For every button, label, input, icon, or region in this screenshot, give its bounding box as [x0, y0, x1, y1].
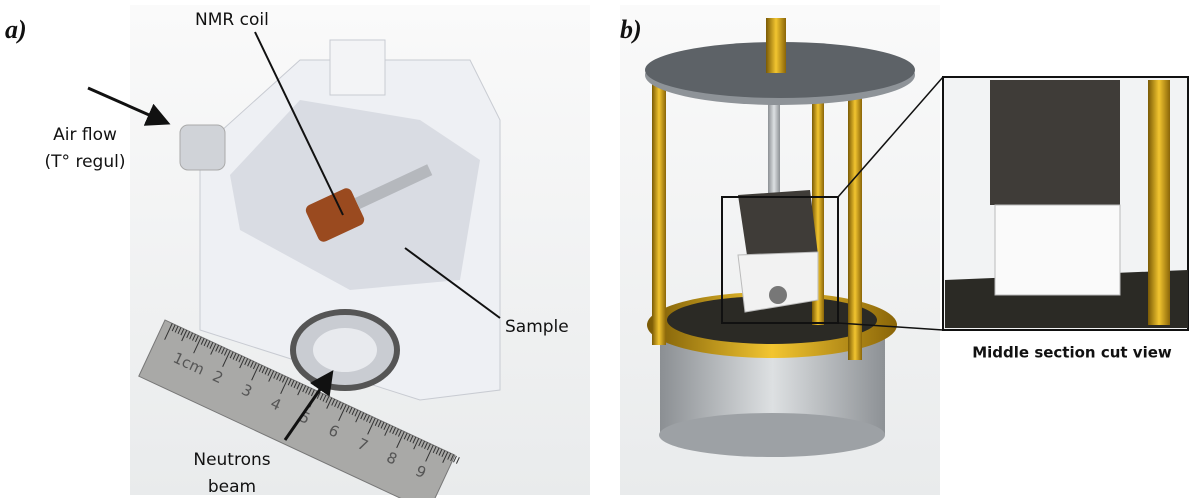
- mount-tab: [330, 40, 385, 95]
- shaft: [768, 95, 780, 195]
- panel-label: b): [620, 15, 642, 44]
- annotation: Sample: [505, 317, 569, 337]
- panel-a: 1cm23456789 a) NMR coil Air flow (T° reg…: [5, 5, 590, 498]
- window: [313, 328, 377, 372]
- post: [652, 80, 666, 345]
- caption: Middle section cut view: [972, 344, 1172, 362]
- annotation: Neutrons: [193, 450, 270, 470]
- annotation: Air flow: [53, 125, 117, 145]
- base-flange: [659, 413, 885, 457]
- inset-block: [990, 80, 1120, 205]
- cell-block: [738, 190, 818, 262]
- annotation: NMR coil: [195, 10, 269, 30]
- inset-post: [1148, 80, 1170, 325]
- post: [848, 85, 862, 360]
- panel-b: b) Middle section cut view: [620, 5, 1188, 495]
- air-fitting: [180, 125, 225, 170]
- top-rod: [766, 18, 786, 73]
- figure: 1cm23456789 a) NMR coil Air flow (T° reg…: [0, 0, 1190, 498]
- panel-label: a): [5, 15, 27, 44]
- window-ring: [769, 286, 787, 304]
- annotation: (T° regul): [45, 152, 126, 172]
- inset-lower: [995, 205, 1120, 295]
- annotation: beam: [208, 477, 256, 497]
